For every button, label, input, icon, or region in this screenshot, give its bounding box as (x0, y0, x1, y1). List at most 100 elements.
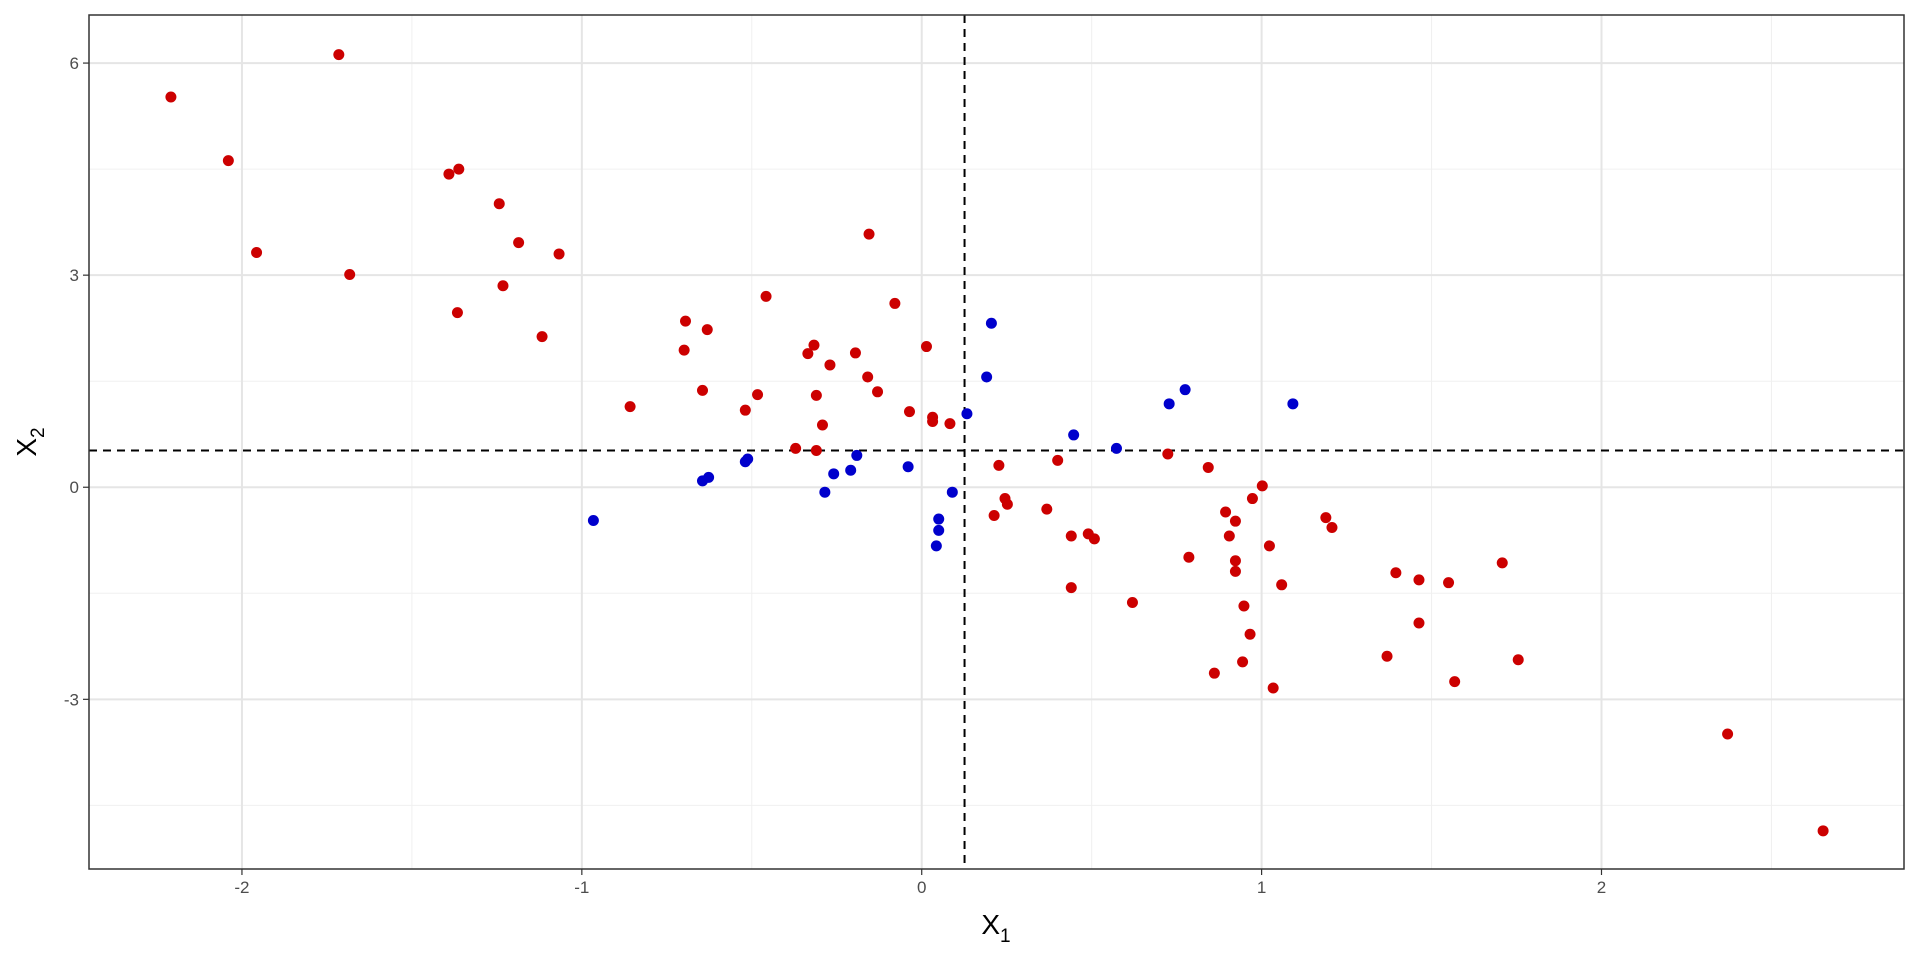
point (851, 449, 863, 461)
point (944, 418, 956, 430)
y-tick-label: 6 (70, 54, 79, 73)
point (930, 540, 942, 552)
point (819, 486, 831, 498)
point (587, 514, 599, 526)
y-axis-title-main: X (11, 438, 42, 457)
point (1229, 515, 1241, 527)
point (872, 386, 884, 398)
point (1287, 398, 1299, 410)
point (680, 315, 692, 327)
y-tick-label: 0 (70, 478, 79, 497)
y-axis-title-sub: 2 (28, 427, 49, 438)
point (1449, 676, 1461, 688)
point (993, 459, 1005, 471)
point (903, 406, 915, 418)
point (493, 198, 505, 210)
y-tick-label: -3 (64, 690, 79, 709)
point (1126, 596, 1138, 608)
point (1381, 650, 1393, 662)
point (344, 268, 356, 280)
point (902, 461, 914, 473)
point (1244, 628, 1256, 640)
x-axis-title-main: X (981, 909, 1000, 940)
point (1179, 384, 1191, 396)
point (742, 453, 754, 465)
point (1238, 600, 1250, 612)
point (933, 524, 945, 536)
point (933, 513, 945, 525)
point (1326, 522, 1338, 534)
point (1001, 498, 1013, 510)
point (1068, 429, 1080, 441)
point (985, 317, 997, 329)
point (222, 155, 234, 167)
point (1722, 728, 1734, 740)
point (816, 419, 828, 431)
point (1237, 656, 1249, 668)
point (1088, 533, 1100, 545)
point (1320, 512, 1332, 524)
point (828, 468, 840, 480)
point (624, 401, 636, 413)
point (1390, 567, 1402, 579)
point (862, 371, 874, 383)
point (1220, 506, 1232, 518)
point (1256, 480, 1268, 492)
point (810, 444, 822, 456)
point (927, 415, 939, 427)
point (1223, 530, 1235, 542)
point (333, 49, 345, 61)
point (1276, 579, 1288, 591)
point (1183, 551, 1195, 563)
point (1817, 825, 1829, 837)
point (1496, 557, 1508, 569)
point (1267, 682, 1279, 694)
x-tick-label: 1 (1257, 878, 1266, 897)
point (752, 389, 764, 401)
point (553, 248, 565, 260)
point (1229, 565, 1241, 577)
point (1202, 461, 1214, 473)
point (1229, 555, 1241, 567)
point (790, 442, 802, 454)
point (443, 168, 455, 180)
point (1052, 454, 1064, 466)
point (946, 486, 958, 498)
point (863, 228, 875, 240)
point (961, 408, 973, 420)
point (920, 341, 932, 353)
y-tick-label: 3 (70, 266, 79, 285)
point (701, 324, 713, 336)
point (678, 344, 690, 356)
point (497, 280, 509, 292)
point (1413, 574, 1425, 586)
x-tick-label: -2 (234, 878, 249, 897)
point (513, 237, 525, 249)
point (1263, 540, 1275, 552)
point (739, 404, 751, 416)
point (1041, 503, 1053, 515)
point (889, 297, 901, 309)
point (1065, 582, 1077, 594)
point (808, 339, 820, 351)
point (1163, 398, 1175, 410)
point (696, 384, 708, 396)
point (251, 247, 263, 259)
point (760, 290, 772, 302)
point (1162, 448, 1174, 460)
point (988, 510, 1000, 522)
x-tick-label: 0 (917, 878, 926, 897)
point (1246, 493, 1258, 505)
point (703, 471, 715, 483)
point (1413, 617, 1425, 629)
point (824, 359, 836, 371)
point (451, 307, 463, 319)
point (1208, 667, 1220, 679)
point (981, 371, 993, 383)
point (802, 348, 814, 360)
point (536, 331, 548, 343)
point (1065, 530, 1077, 542)
point (165, 91, 177, 103)
y-axis-title: X2 (11, 427, 49, 456)
